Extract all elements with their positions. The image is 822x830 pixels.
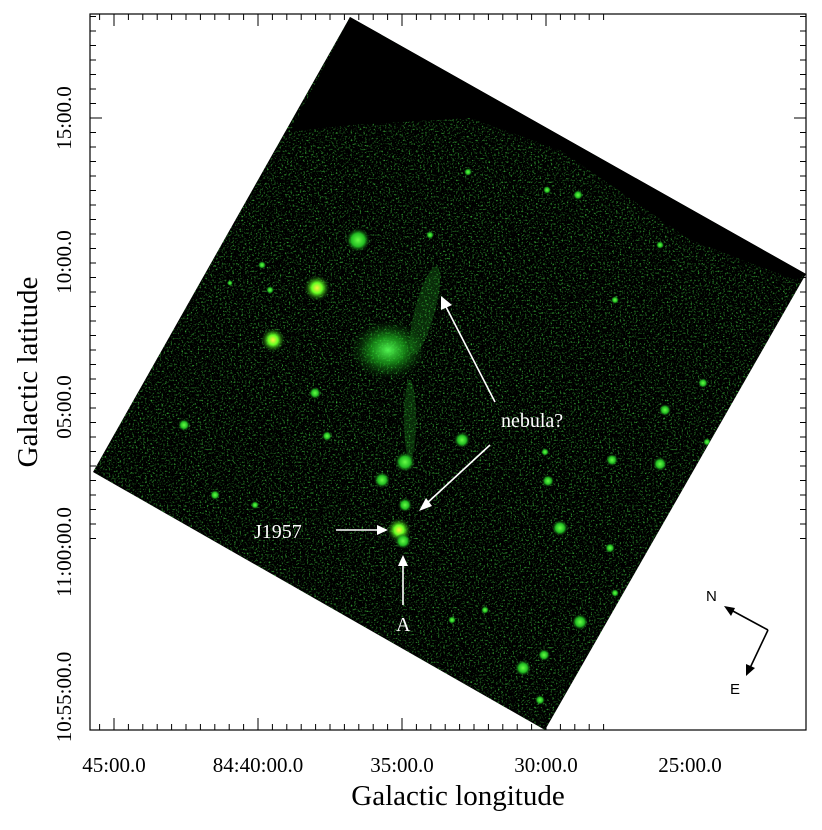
xray-source xyxy=(703,438,711,446)
xray-source xyxy=(261,328,285,352)
xray-source xyxy=(543,186,551,194)
detector-label: MOS1+MOS2+PN xyxy=(137,678,292,700)
unexposed-region xyxy=(290,17,806,280)
xray-source xyxy=(178,419,190,431)
xray-source xyxy=(515,660,531,676)
xray-source xyxy=(426,231,434,239)
xray-source xyxy=(322,431,332,441)
xray-source xyxy=(659,404,671,416)
y-tick-labels: 15:00.0 10:00.0 05:00.0 11:00:00.0 10:55… xyxy=(52,86,76,742)
plot-frame xyxy=(89,13,807,731)
axis-ticks xyxy=(90,14,806,730)
xray-source xyxy=(538,649,550,661)
y-tick-label: 10:55:00.0 xyxy=(52,652,76,742)
xray-source xyxy=(395,452,415,472)
xray-source xyxy=(309,387,321,399)
xray-source xyxy=(266,286,274,294)
xray-source xyxy=(448,616,456,624)
xray-source xyxy=(698,378,708,388)
diffuse-nebula xyxy=(350,320,426,380)
xray-source xyxy=(398,498,412,512)
xray-source xyxy=(552,520,568,536)
compass-north-label: N xyxy=(706,588,717,605)
xray-source xyxy=(542,475,554,487)
y-axis-title: Galactic latitude xyxy=(12,277,44,468)
point-sources xyxy=(178,168,711,705)
xray-source xyxy=(535,695,545,705)
xray-source xyxy=(464,168,472,176)
x-tick-label: 45:00.0 xyxy=(82,753,146,777)
xray-source xyxy=(541,448,549,456)
xray-source xyxy=(346,228,370,252)
xray-source xyxy=(374,472,390,488)
xray-source xyxy=(395,533,411,549)
xray-source xyxy=(686,526,694,534)
y-tick-label: 10:00.0 xyxy=(52,230,76,294)
xray-source xyxy=(210,490,220,500)
xray-source xyxy=(227,280,233,286)
xray-source xyxy=(573,190,583,200)
marker-a-label: A xyxy=(396,614,411,636)
y-tick-label: 15:00.0 xyxy=(52,86,76,150)
x-tick-labels: 45:00.0 84:40:00.0 35:00.0 30:00.0 25:00… xyxy=(82,753,722,777)
compass-east-label: E xyxy=(730,681,740,698)
x-tick-label: 25:00.0 xyxy=(658,753,722,777)
xray-source xyxy=(481,606,489,614)
x-tick-label: 30:00.0 xyxy=(514,753,578,777)
xray-source xyxy=(572,614,588,630)
instrument-label: XMM-Newton xyxy=(137,636,257,658)
compass-rose xyxy=(724,606,769,676)
xray-source xyxy=(656,241,664,249)
xray-source xyxy=(611,296,619,304)
exposure-field xyxy=(93,17,806,730)
xray-source xyxy=(258,261,266,269)
nebula-label: nebula? xyxy=(501,410,563,432)
annotation-arrows xyxy=(336,296,496,605)
xray-source xyxy=(611,589,619,597)
xray-source xyxy=(606,454,618,466)
y-tick-label: 11:00:00.0 xyxy=(52,507,76,597)
xray-source xyxy=(605,543,615,553)
j1957-label: J1957 xyxy=(254,521,302,543)
xray-source xyxy=(653,457,667,471)
xray-source xyxy=(304,275,330,301)
x-tick-label: 84:40:00.0 xyxy=(213,753,303,777)
xray-source xyxy=(251,501,259,509)
xray-source xyxy=(454,432,470,448)
x-axis-title: Galactic longitude xyxy=(351,780,564,812)
x-tick-label: 35:00.0 xyxy=(370,753,434,777)
y-tick-label: 05:00.0 xyxy=(52,375,76,439)
